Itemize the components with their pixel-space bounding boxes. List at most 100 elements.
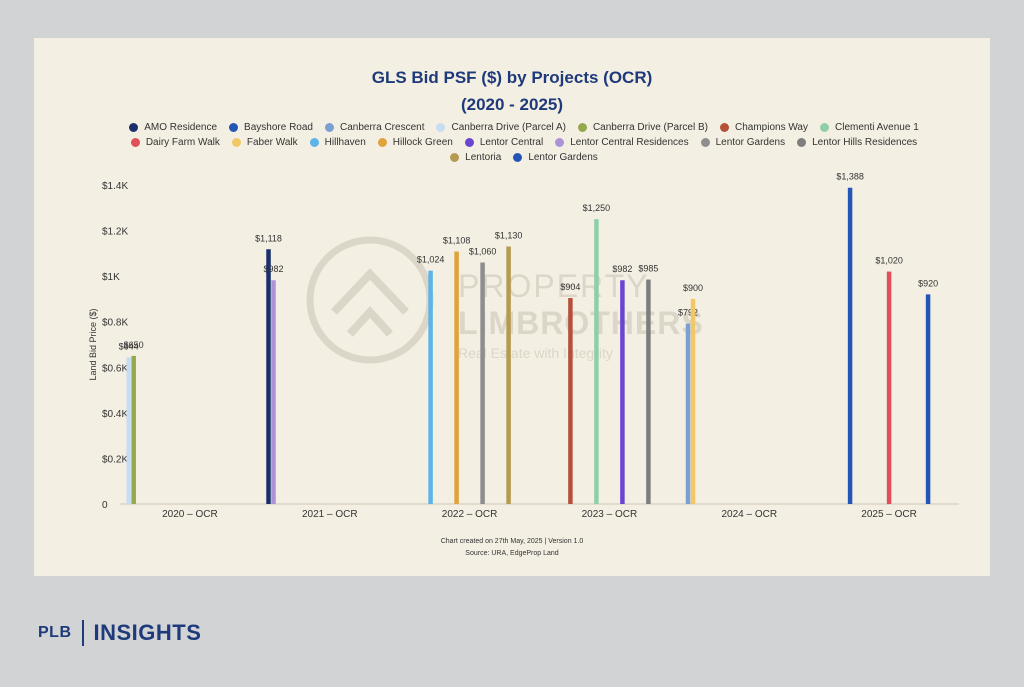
legend-item: Clementi Avenue 1 [820, 122, 919, 133]
legend-swatch [377, 138, 387, 147]
x-tick-label: 2025 – OCR [861, 509, 917, 520]
brand-plb: PLB [38, 624, 72, 641]
legend-label: AMO Residence [144, 122, 218, 133]
legend-item: Hillock Green [377, 137, 453, 148]
legend-swatch [129, 123, 139, 132]
watermark-roof-icon [331, 268, 409, 315]
legend-swatch [231, 138, 241, 147]
legend-item: Lentor Central Residences [555, 137, 689, 148]
legend-item: Canberra Crescent [324, 122, 425, 133]
chart-card: GLS Bid PSF ($) by Projects (OCR) (2020 … [34, 38, 990, 576]
legend-item: Lentor Gardens [513, 152, 598, 163]
legend-label: Canberra Crescent [339, 122, 425, 133]
legend-item: Canberra Drive (Parcel B) [577, 122, 708, 133]
bar [925, 294, 931, 504]
y-tick-label: $0.4K [102, 409, 128, 420]
legend-label: Canberra Drive (Parcel B) [592, 122, 708, 133]
y-tick-label: $0.8K [102, 318, 128, 329]
bar [690, 298, 696, 504]
legend-item: Hillhaven [309, 137, 366, 148]
data-label: $900 [683, 283, 703, 293]
y-tick-label: 0 [102, 500, 108, 511]
y-tick-label: $0.2K [102, 454, 128, 465]
data-label: $1,024 [417, 255, 445, 265]
y-axis-title: Land Bid Price ($) [88, 308, 98, 380]
legend-swatch [577, 123, 587, 132]
bar [131, 355, 136, 504]
chart-footer-created: Chart created on 27th May, 2025 | Versio… [440, 538, 584, 545]
y-tick-label: $1.4K [102, 181, 128, 192]
y-tick-label: $1.2K [102, 227, 128, 238]
legend-swatch [309, 138, 319, 147]
legend-label: Clementi Avenue 1 [835, 122, 919, 133]
data-label: $1,388 [836, 172, 864, 182]
data-label: $1,250 [583, 203, 611, 213]
x-tick-label: 2023 – OCR [582, 509, 638, 520]
legend-item: Champions Way [720, 122, 808, 133]
data-label: $1,108 [443, 236, 471, 246]
legend-swatch [436, 123, 446, 132]
data-label: $650 [124, 340, 144, 350]
bar [454, 251, 459, 504]
legend-item: Faber Walk [231, 137, 298, 148]
bar [646, 279, 651, 504]
watermark-tagline: Real Estate with Integrity [458, 345, 613, 361]
bar [685, 323, 691, 504]
data-label: $792 [678, 308, 698, 318]
data-label: $982 [612, 264, 632, 274]
legend-item: AMO Residence [129, 122, 217, 133]
legend-swatch [464, 138, 474, 147]
legend-label: Lentor Central [479, 137, 544, 148]
legend-label: Bayshore Road [244, 122, 313, 133]
legend-swatch [130, 138, 140, 147]
bar [271, 280, 276, 504]
data-label: $1,020 [875, 256, 903, 266]
bar [847, 187, 853, 504]
bar [480, 262, 485, 504]
legend-swatch [820, 123, 829, 132]
legend-item: Lentor Central [464, 137, 544, 148]
legend-item: Lentor Hills Residences [797, 137, 917, 148]
chart-title: GLS Bid PSF ($) by Projects (OCR) [371, 68, 653, 87]
legend-item: Lentor Gardens [700, 137, 785, 148]
data-label: $920 [918, 278, 938, 288]
bar [620, 280, 625, 504]
legend-label: Canberra Drive (Parcel A) [451, 122, 566, 133]
legend-label: Champions Way [735, 122, 808, 133]
watermark-roof-icon [347, 306, 393, 337]
legend-swatch [700, 138, 710, 147]
bar [594, 219, 599, 504]
legend-swatch [513, 153, 523, 162]
legend-swatch [555, 138, 565, 147]
legend-swatch [450, 153, 460, 162]
brand-divider [81, 620, 84, 646]
legend-label: Lentor Central Residences [570, 137, 689, 148]
bar [428, 270, 433, 504]
data-label: $1,118 [255, 233, 282, 243]
data-label: $1,060 [469, 246, 497, 256]
brand-insights: INSIGHTS [93, 620, 202, 645]
x-tick-label: 2020 – OCR [162, 509, 218, 520]
watermark-text: LIMBROTHERS [458, 305, 704, 341]
legend-label: Faber Walk [246, 137, 298, 148]
chart-legend: AMO Residence Bayshore Road Canberra Cresc… [104, 122, 944, 163]
legend-item: Dairy Farm Walk [130, 137, 220, 148]
data-label: $644 [119, 341, 139, 351]
data-label: $982 [264, 264, 284, 274]
legend-swatch [324, 123, 334, 132]
x-tick-label: 2024 – OCR [721, 509, 777, 520]
watermark-logo-ring [306, 236, 434, 364]
bar [886, 271, 892, 504]
data-label: $985 [638, 264, 658, 274]
brand-logo: PLB INSIGHTS [38, 620, 201, 646]
bar [568, 298, 573, 504]
legend-label: Dairy Farm Walk [145, 137, 220, 148]
bar [506, 246, 511, 504]
legend-label: Lentor Hills Residences [812, 137, 918, 148]
legend-label: Hillhaven [324, 137, 366, 148]
legend-item: Canberra Drive (Parcel A) [436, 122, 566, 133]
legend-item: Lentoria [450, 152, 501, 163]
y-tick-label: $0.6K [102, 363, 128, 374]
bar [266, 249, 271, 504]
